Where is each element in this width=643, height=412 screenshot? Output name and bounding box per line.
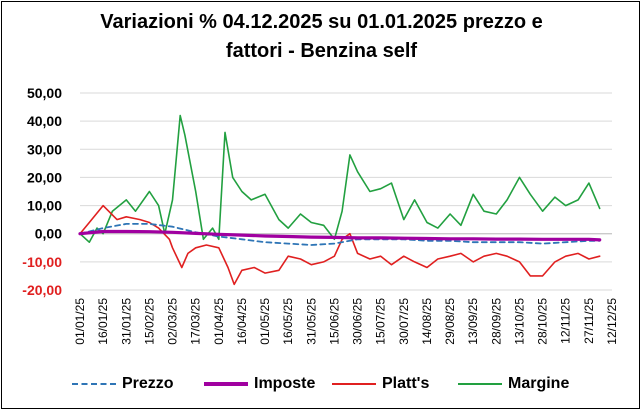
x-tick-label: 13/10/25 xyxy=(512,298,526,345)
x-tick-label: 16/05/25 xyxy=(281,298,295,345)
legend-swatch-platts xyxy=(332,383,376,385)
x-tick-label: 16/01/25 xyxy=(96,298,110,345)
y-tick-label: 40,00 xyxy=(27,113,62,129)
x-tick-label: 28/09/25 xyxy=(489,298,503,345)
series-line-platts xyxy=(79,204,601,286)
x-tick-label: 13/09/25 xyxy=(466,298,480,345)
x-tick-label: 17/03/25 xyxy=(189,298,203,345)
legend-item-prezzo: Prezzo xyxy=(72,372,174,396)
y-tick-label: 10,00 xyxy=(27,198,62,214)
legend-label-platts: Platt's xyxy=(382,375,430,392)
y-tick-label: -20,00 xyxy=(22,282,62,298)
legend-swatch-margine xyxy=(458,383,502,385)
y-tick-label: 20,00 xyxy=(27,169,62,185)
series-line-imposte xyxy=(78,229,602,242)
x-tick-label: 31/01/25 xyxy=(119,298,133,345)
x-tick-label: 27/11/25 xyxy=(582,298,596,344)
legend-swatch-imposte xyxy=(204,382,248,386)
x-tick-label: 12/12/25 xyxy=(605,298,619,345)
chart-title-line-2: fattori - Benzina self xyxy=(225,40,418,62)
x-tick-label: 28/10/25 xyxy=(536,298,550,345)
y-tick-label: 50,00 xyxy=(27,85,62,101)
legend: Prezzo Imposte Platt's Margine xyxy=(0,372,643,396)
x-tick-label: 01/01/25 xyxy=(73,298,87,345)
x-tick-label: 30/06/25 xyxy=(351,298,365,345)
legend-swatch-prezzo xyxy=(72,383,116,385)
legend-item-platts: Platt's xyxy=(332,372,429,396)
series-line-margine xyxy=(79,114,601,243)
x-tick-label: 16/04/25 xyxy=(235,298,249,345)
x-tick-label: 15/06/25 xyxy=(327,298,341,345)
series-line-prezzo xyxy=(79,222,601,246)
legend-label-imposte: Imposte xyxy=(254,375,316,392)
legend-label-margine: Margine xyxy=(508,375,570,392)
chart-title-line-1: Variazioni % 04.12.2025 su 01.01.2025 pr… xyxy=(100,11,543,33)
legend-item-margine: Margine xyxy=(458,372,569,396)
x-tick-label: 01/04/25 xyxy=(212,298,226,345)
y-tick-label: -10,00 xyxy=(22,254,62,270)
x-tick-label: 12/11/25 xyxy=(559,298,573,344)
x-tick-label: 15/02/25 xyxy=(142,298,156,345)
legend-item-imposte: Imposte xyxy=(204,372,315,396)
chart-title: Variazioni % 04.12.2025 su 01.01.2025 pr… xyxy=(0,8,643,66)
legend-label-prezzo: Prezzo xyxy=(122,375,174,392)
x-tick-label: 14/08/25 xyxy=(420,298,434,345)
x-tick-label: 29/08/25 xyxy=(443,298,457,345)
x-tick-label: 01/05/25 xyxy=(258,298,272,345)
x-tick-label: 02/03/25 xyxy=(166,298,180,345)
x-tick-label: 15/07/25 xyxy=(374,298,388,345)
y-tick-label: 30,00 xyxy=(27,141,62,157)
x-tick-label: 31/05/25 xyxy=(304,298,318,345)
x-tick-label: 30/07/25 xyxy=(397,298,411,345)
y-tick-label: 0,00 xyxy=(35,226,62,242)
